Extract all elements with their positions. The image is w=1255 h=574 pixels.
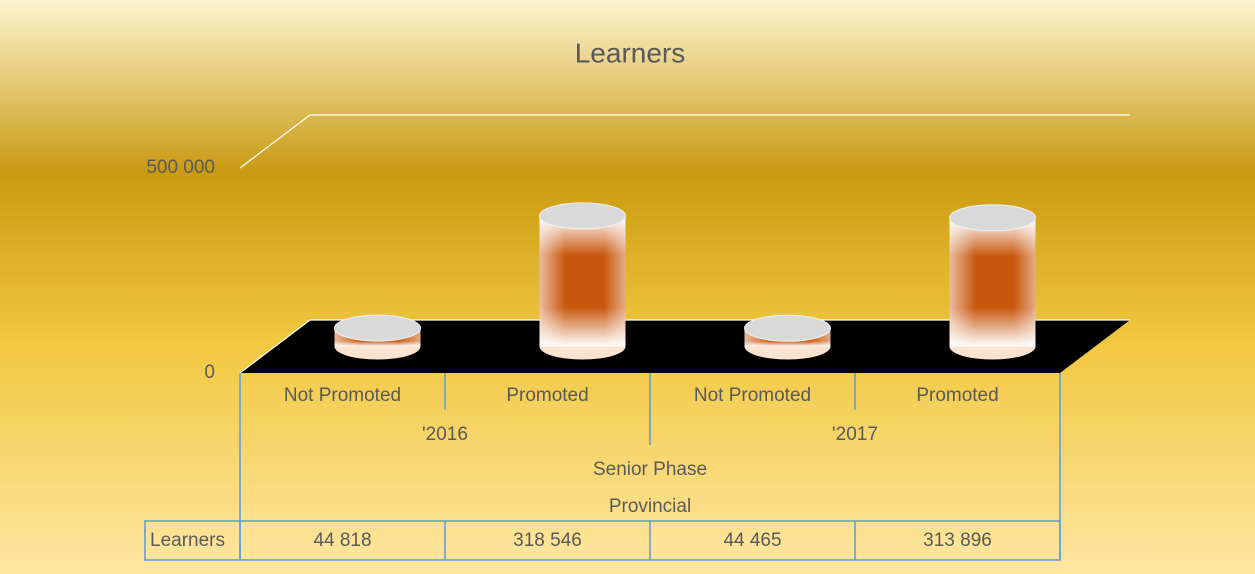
x-tick-label: Promoted (916, 385, 998, 406)
data-table-value: 318 546 (513, 530, 582, 551)
data-table-value: 313 896 (923, 530, 992, 551)
data-table-value: 44 818 (313, 530, 371, 551)
cylinder-shade (539, 215, 626, 347)
x-tick-label: Not Promoted (694, 385, 811, 406)
cylinder-top (334, 314, 421, 342)
level-label: Provincial (609, 496, 691, 517)
grid-line (239, 114, 1130, 169)
y-tick-label: 500 000 (146, 157, 215, 178)
y-tick-label: 0 (204, 362, 215, 383)
data-table-series-name: Learners (150, 530, 225, 551)
x-tick-label: Promoted (506, 385, 588, 406)
phase-label: Senior Phase (593, 459, 707, 480)
grid-line (239, 319, 1130, 374)
data-table-value: 44 465 (723, 530, 781, 551)
x-tick-label: Not Promoted (284, 385, 401, 406)
group-label: '2017 (832, 424, 878, 445)
group-label: '2016 (422, 424, 468, 445)
cylinder-top (949, 204, 1036, 232)
chart-title: Learners (575, 37, 686, 68)
cylinder-shade (949, 217, 1036, 347)
cylinder-top (744, 314, 831, 342)
floor (240, 320, 1130, 373)
data-table-row (144, 520, 1061, 561)
cylinder-top (539, 202, 626, 230)
